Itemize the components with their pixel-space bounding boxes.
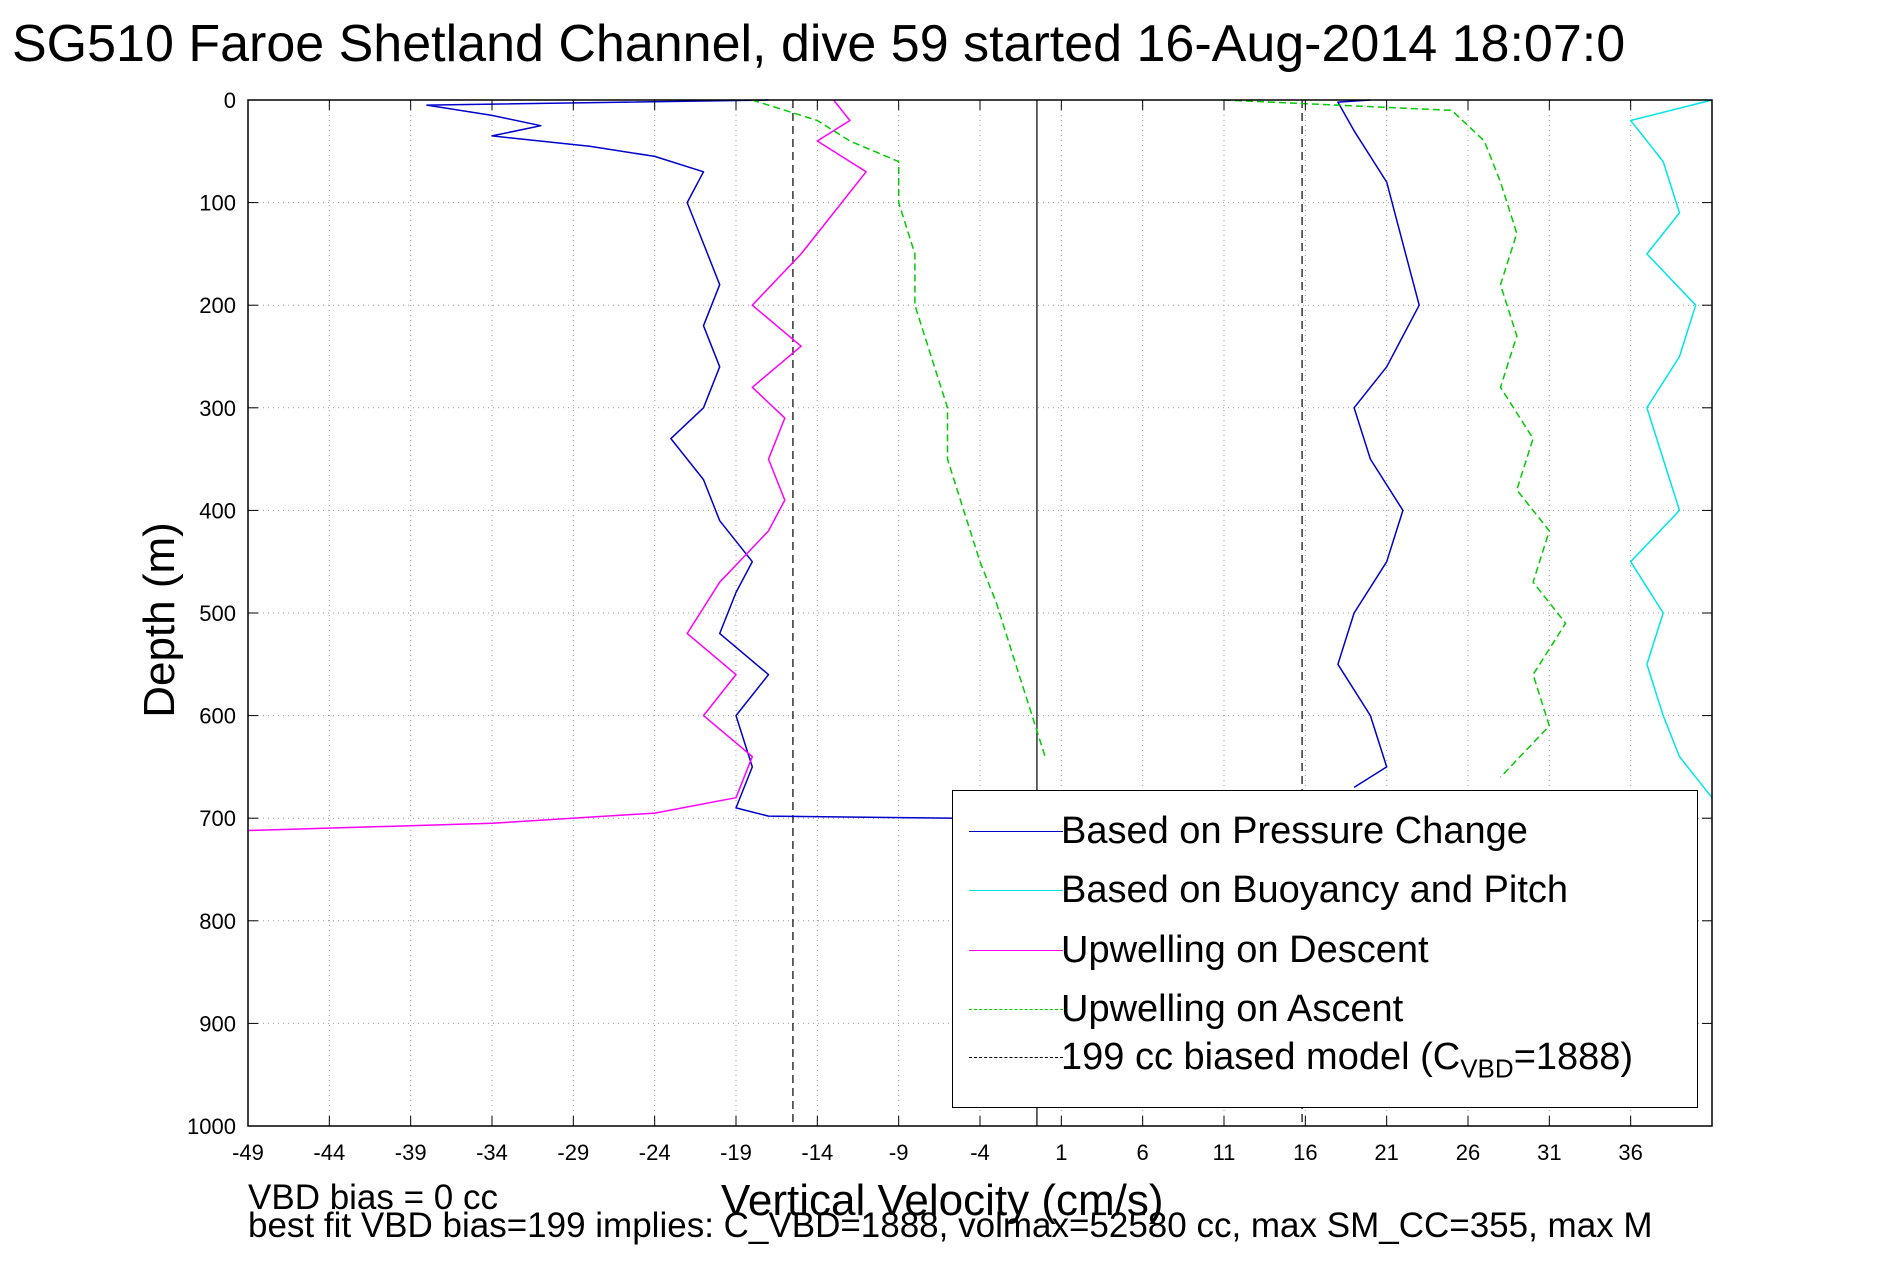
legend-item: Based on Buoyancy and Pitch <box>953 870 1697 910</box>
x-tick-label: -9 <box>889 1140 909 1165</box>
y-tick-label: 200 <box>199 293 236 318</box>
x-tick-label: 1 <box>1055 1140 1067 1165</box>
x-tick-label: 36 <box>1618 1140 1642 1165</box>
legend-label: Based on Pressure Change <box>1061 810 1528 852</box>
x-tick-label: -49 <box>232 1140 264 1165</box>
legend-swatch <box>969 950 1063 951</box>
legend-item: Upwelling on Descent <box>953 930 1697 970</box>
legend-swatch <box>969 1009 1063 1010</box>
series-line <box>426 99 1046 830</box>
x-tick-label: -19 <box>720 1140 752 1165</box>
legend-item: Upwelling on Ascent <box>953 989 1697 1029</box>
legend-item: 199 cc biased model (CVBD=1888) <box>953 1037 1697 1084</box>
x-tick-label: 11 <box>1213 1140 1236 1165</box>
vbd-bias-note: VBD bias = 0 cc <box>248 1178 498 1217</box>
legend: Based on Pressure Change Based on Buoyan… <box>952 790 1698 1108</box>
series-group <box>247 99 1713 832</box>
y-tick-label: 700 <box>199 806 236 831</box>
y-axis-label: Depth (m) <box>135 522 184 718</box>
legend-swatch <box>969 1057 1063 1058</box>
legend-label: Upwelling on Descent <box>1061 929 1429 971</box>
x-tick-label: -34 <box>476 1140 508 1165</box>
best-fit-note: best fit VBD bias=199 implies: C_VBD=188… <box>248 1206 1653 1245</box>
y-tick-label: 0 <box>224 88 236 113</box>
y-tick-label: 1000 <box>187 1114 236 1139</box>
series-line <box>752 99 1046 757</box>
x-tick-label: 6 <box>1137 1140 1149 1165</box>
series-line <box>1337 99 1420 789</box>
x-tick-label: 21 <box>1374 1140 1398 1165</box>
x-tick-label: -4 <box>970 1140 990 1165</box>
legend-swatch <box>969 831 1063 832</box>
series-line <box>1629 99 1713 799</box>
x-tick-label: -14 <box>801 1140 833 1165</box>
axis-ticks: -49 -44 -39 -34 -29 -24 -19 -14 -9 -4 1 6 11 16 21 26 31… <box>187 88 1712 1165</box>
legend-label: 199 cc biased model (CVBD=1888) <box>1061 1036 1634 1084</box>
y-tick-label: 400 <box>199 498 236 523</box>
y-tick-label: 800 <box>199 909 236 934</box>
x-tick-label: 31 <box>1537 1140 1561 1165</box>
y-tick-label: 500 <box>199 601 236 626</box>
series-line <box>1223 99 1567 778</box>
legend-swatch <box>969 890 1063 891</box>
y-tick-label: 900 <box>199 1011 236 1036</box>
y-tick-label: 300 <box>199 396 236 421</box>
x-tick-label: -39 <box>395 1140 427 1165</box>
y-tick-label: 100 <box>199 191 236 216</box>
legend-label: Based on Buoyancy and Pitch <box>1061 869 1569 911</box>
x-tick-label: 16 <box>1293 1140 1317 1165</box>
x-tick-label: 26 <box>1456 1140 1480 1165</box>
chart-title: SG510 Faroe Shetland Channel, dive 59 st… <box>12 15 1626 73</box>
y-tick-label: 600 <box>199 704 236 729</box>
legend-label: Upwelling on Ascent <box>1061 988 1404 1030</box>
x-axis-label: Vertical Velocity (cm/s) <box>721 1176 1164 1225</box>
x-tick-label: -29 <box>557 1140 589 1165</box>
legend-item: Based on Pressure Change <box>953 811 1697 851</box>
x-tick-label: -24 <box>639 1140 671 1165</box>
series-line <box>247 99 867 832</box>
x-tick-label: -44 <box>313 1140 345 1165</box>
